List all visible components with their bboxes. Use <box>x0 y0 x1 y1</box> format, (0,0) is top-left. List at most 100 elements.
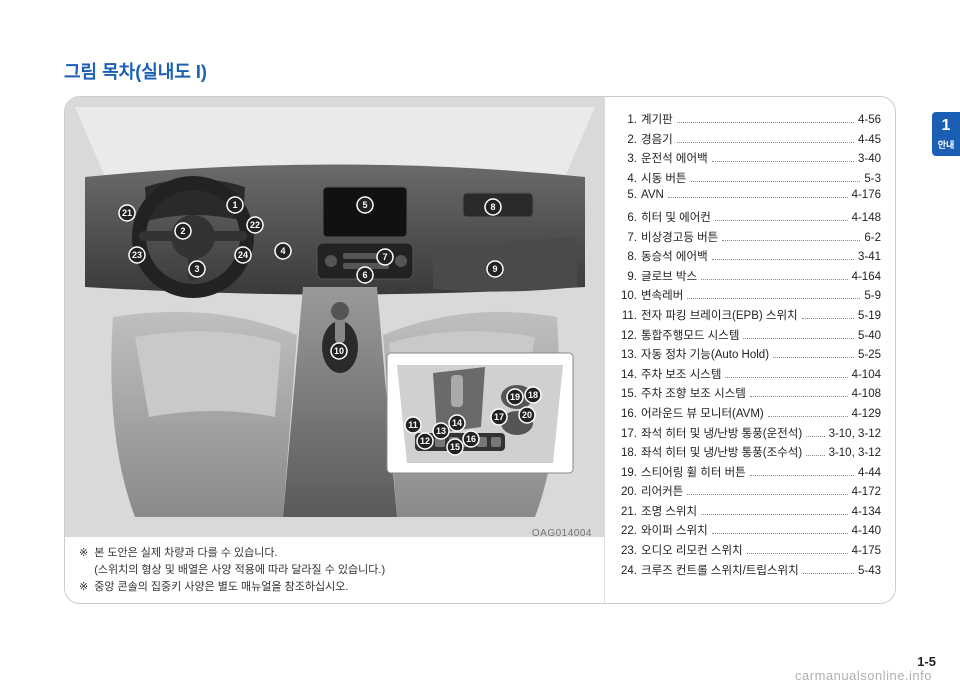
index-row-number: 7. <box>619 232 641 244</box>
page: 그림 목차(실내도 I) 1 안내 <box>0 0 960 685</box>
dashboard-illustration: 123456789101112131415161718192021222324 <box>65 97 605 537</box>
content-frame: 123456789101112131415161718192021222324 … <box>64 96 896 604</box>
index-row: 12.통합주행모드 시스템5-40 <box>619 327 881 347</box>
index-row-leader <box>677 122 854 123</box>
index-row-number: 3. <box>619 153 641 165</box>
svg-text:19: 19 <box>510 392 520 402</box>
svg-text:5: 5 <box>362 200 367 210</box>
index-row-page: 4-148 <box>852 212 881 224</box>
index-row-leader <box>722 240 860 241</box>
index-row-label: 동승석 에어백 <box>641 248 708 264</box>
driver-seat <box>111 312 297 517</box>
index-row-leader <box>687 494 847 495</box>
illustration-wrap: 123456789101112131415161718192021222324 <box>65 97 604 537</box>
index-row-leader <box>806 455 824 456</box>
index-row-page: 5-40 <box>858 330 881 342</box>
svg-text:17: 17 <box>494 412 504 422</box>
console-inset <box>387 353 573 473</box>
index-row: 14.주차 보조 시스템4-104 <box>619 366 881 386</box>
caption-block: ※ 본 도안은 실제 차량과 다를 수 있습니다. (스위치의 형상 및 배열은… <box>65 537 604 604</box>
index-row: 8.동승석 에어백3-41 <box>619 248 881 268</box>
index-row: 5.AVN4-176 <box>619 189 881 209</box>
index-row: 15.주차 조향 보조 시스템4-108 <box>619 385 881 405</box>
svg-text:7: 7 <box>382 252 387 262</box>
illustration-column: 123456789101112131415161718192021222324 … <box>65 97 605 603</box>
index-row-leader <box>701 279 847 280</box>
callout-10: 10 <box>331 343 347 359</box>
index-row-label: 어라운드 뷰 모니터(AVM) <box>641 405 764 421</box>
index-row-label: 비상경고등 버튼 <box>641 229 718 245</box>
index-row-label: 좌석 히터 및 냉/난방 통풍(운전석) <box>641 425 802 441</box>
index-row-leader <box>768 416 848 417</box>
index-row-page: 4-45 <box>858 134 881 146</box>
index-row: 13.자동 정차 기능(Auto Hold)5-25 <box>619 346 881 366</box>
svg-text:13: 13 <box>436 426 446 436</box>
index-row-label: 운전석 에어백 <box>641 150 708 166</box>
index-row-page: 3-10, 3-12 <box>829 428 881 440</box>
svg-text:22: 22 <box>250 220 260 230</box>
index-row-number: 1. <box>619 114 641 126</box>
index-row-number: 20. <box>619 486 641 498</box>
callout-1: 1 <box>227 197 243 213</box>
index-row-label: 조명 스위치 <box>641 503 697 519</box>
index-row-label: 좌석 히터 및 냉/난방 통풍(조수석) <box>641 444 802 460</box>
svg-text:1: 1 <box>232 200 237 210</box>
index-row-number: 10. <box>619 290 641 302</box>
caption-mark: ※ <box>79 545 88 579</box>
index-row-leader <box>668 197 848 198</box>
index-row-page: 4-140 <box>852 525 881 537</box>
index-row-page: 4-172 <box>852 486 881 498</box>
index-row-page: 4-56 <box>858 114 881 126</box>
index-row-label: 오디오 리모컨 스위치 <box>641 542 743 558</box>
index-row-leader <box>715 220 848 221</box>
caption-mark: ※ <box>79 579 88 596</box>
callout-22: 22 <box>247 217 263 233</box>
index-row: 18.좌석 히터 및 냉/난방 통풍(조수석)3-10, 3-12 <box>619 444 881 464</box>
callout-12: 12 <box>417 433 433 449</box>
index-row-number: 6. <box>619 212 641 224</box>
index-row-number: 19. <box>619 467 641 479</box>
index-row-leader <box>712 259 854 260</box>
index-row: 4.시동 버튼5-3 <box>619 170 881 190</box>
index-row-leader <box>677 142 854 143</box>
index-row: 3.운전석 에어백3-40 <box>619 150 881 170</box>
index-row: 9.글로브 박스4-164 <box>619 268 881 288</box>
index-row: 6.히터 및 에어컨4-148 <box>619 209 881 229</box>
svg-text:9: 9 <box>492 264 497 274</box>
callout-9: 9 <box>487 261 503 277</box>
callout-5: 5 <box>357 197 373 213</box>
index-row-page: 5-9 <box>864 290 881 302</box>
index-row-leader <box>802 318 854 319</box>
callout-17: 17 <box>491 409 507 425</box>
svg-text:2: 2 <box>180 226 185 236</box>
svg-text:10: 10 <box>334 346 344 356</box>
page-title: 그림 목차(실내도 I) <box>64 58 207 84</box>
index-row-page: 4-108 <box>852 388 881 400</box>
index-row-page: 5-19 <box>858 310 881 322</box>
index-row-leader <box>743 338 854 339</box>
index-row-number: 13. <box>619 349 641 361</box>
index-row-page: 4-129 <box>852 408 881 420</box>
svg-text:24: 24 <box>238 250 248 260</box>
index-row-number: 16. <box>619 408 641 420</box>
index-row-label: 계기판 <box>641 111 673 127</box>
index-row-label: 글로브 박스 <box>641 268 697 284</box>
index-row-number: 24. <box>619 565 641 577</box>
callout-18: 18 <box>525 387 541 403</box>
index-row-page: 3-10, 3-12 <box>829 447 881 459</box>
index-row: 23.오디오 리모컨 스위치4-175 <box>619 542 881 562</box>
index-row-label: 변속레버 <box>641 287 683 303</box>
svg-text:16: 16 <box>466 434 476 444</box>
index-row: 24.크루즈 컨트롤 스위치/트립스위치5-43 <box>619 562 881 582</box>
index-row-label: 주차 조향 보조 시스템 <box>641 385 746 401</box>
index-row: 10.변속레버 5-9 <box>619 287 881 307</box>
index-row-page: 6-2 <box>864 232 881 244</box>
index-row-page: 4-134 <box>852 506 881 518</box>
callout-6: 6 <box>357 267 373 283</box>
index-row-leader <box>691 181 861 182</box>
callout-16: 16 <box>463 431 479 447</box>
index-row: 20.리어커튼4-172 <box>619 483 881 503</box>
index-row-leader <box>725 377 847 378</box>
svg-text:8: 8 <box>490 202 495 212</box>
index-row-page: 5-3 <box>864 173 881 185</box>
